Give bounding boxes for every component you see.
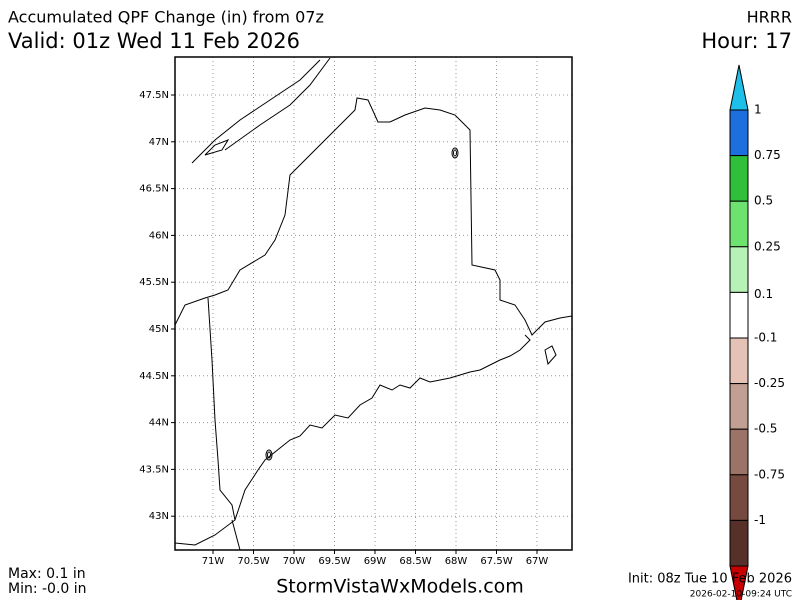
lat-label: 45N — [149, 324, 169, 335]
coastline — [231, 519, 241, 551]
lat-label: 47N — [149, 137, 169, 148]
timestamp: 2026-02-10-09:24 UTC — [690, 590, 792, 600]
colorbar-box — [729, 474, 749, 521]
lat-label: 44.5N — [139, 371, 169, 382]
coastline — [174, 334, 531, 546]
river — [224, 57, 331, 151]
lat-label: 43.5N — [139, 464, 169, 475]
river — [191, 59, 321, 164]
lon-label: 67.5W — [480, 556, 512, 567]
colorbar-box — [729, 428, 749, 476]
lat-label: 47.5N — [139, 90, 169, 101]
lon-label: 71W — [202, 556, 225, 567]
border — [174, 97, 573, 336]
init-time: Init: 08z Tue 10 Feb 2026 — [628, 572, 792, 587]
lon-label: 69W — [364, 556, 387, 567]
max-value: Max: 0.1 in — [8, 566, 86, 582]
lat-label: 45.5N — [139, 277, 169, 288]
colorbar-label: -1 — [754, 513, 766, 527]
colorbar-box — [729, 519, 749, 567]
colorbar-box — [729, 246, 749, 293]
colorbar-label: -0.5 — [754, 422, 777, 436]
lon-label: 69.5W — [318, 556, 350, 567]
lat-label: 46N — [149, 230, 169, 241]
forecast-hour: Hour: 17 — [701, 29, 792, 53]
lon-label: 70.5W — [237, 556, 269, 567]
colorbar-label: -0.1 — [754, 331, 777, 345]
lon-label: 67W — [526, 556, 549, 567]
colorbar-label: -0.75 — [754, 467, 785, 481]
map-frame — [174, 56, 573, 551]
colorbar-label: 0.5 — [754, 194, 773, 208]
contour — [453, 149, 457, 157]
island — [204, 139, 230, 156]
lat-label: 44N — [149, 418, 169, 429]
lon-label: 68W — [445, 556, 468, 567]
colorbar-label: 0.1 — [754, 287, 773, 301]
min-value: Min: -0.0 in — [8, 581, 87, 597]
colorbar-label: 1 — [754, 103, 762, 117]
contour — [451, 147, 459, 159]
colorbar-box — [729, 200, 749, 248]
contour — [265, 449, 273, 461]
colorbar-box — [729, 337, 749, 385]
colorbar-box — [729, 109, 749, 157]
colorbar-box — [729, 383, 749, 430]
colorbar: 1 0.75 0.5 0.25 0.1 -0.1 -0.25 -0.5 -0.75 -1 — [729, 64, 785, 600]
lat-label: 43N — [149, 511, 169, 522]
model: HRRR — [747, 8, 792, 27]
state-border — [207, 297, 236, 521]
site-name: StormVistaWxModels.com — [276, 576, 524, 598]
colorbar-label: -0.25 — [754, 376, 785, 390]
colorbar-label: 0.75 — [754, 148, 781, 162]
colorbar-box — [729, 291, 749, 339]
contour — [267, 451, 271, 459]
lat-label: 46.5N — [139, 184, 169, 195]
colorbar-arrow — [729, 565, 749, 600]
colorbar-label: 0.25 — [754, 239, 781, 253]
coastline — [544, 345, 557, 366]
colorbar-box — [729, 155, 749, 202]
valid-time: Valid: 01z Wed 11 Feb 2026 — [8, 29, 300, 53]
lon-label: 70W — [283, 556, 306, 567]
title: Accumulated QPF Change (in) from 07z — [8, 8, 324, 27]
map-lines — [174, 57, 573, 551]
lon-label: 68.5W — [399, 556, 431, 567]
